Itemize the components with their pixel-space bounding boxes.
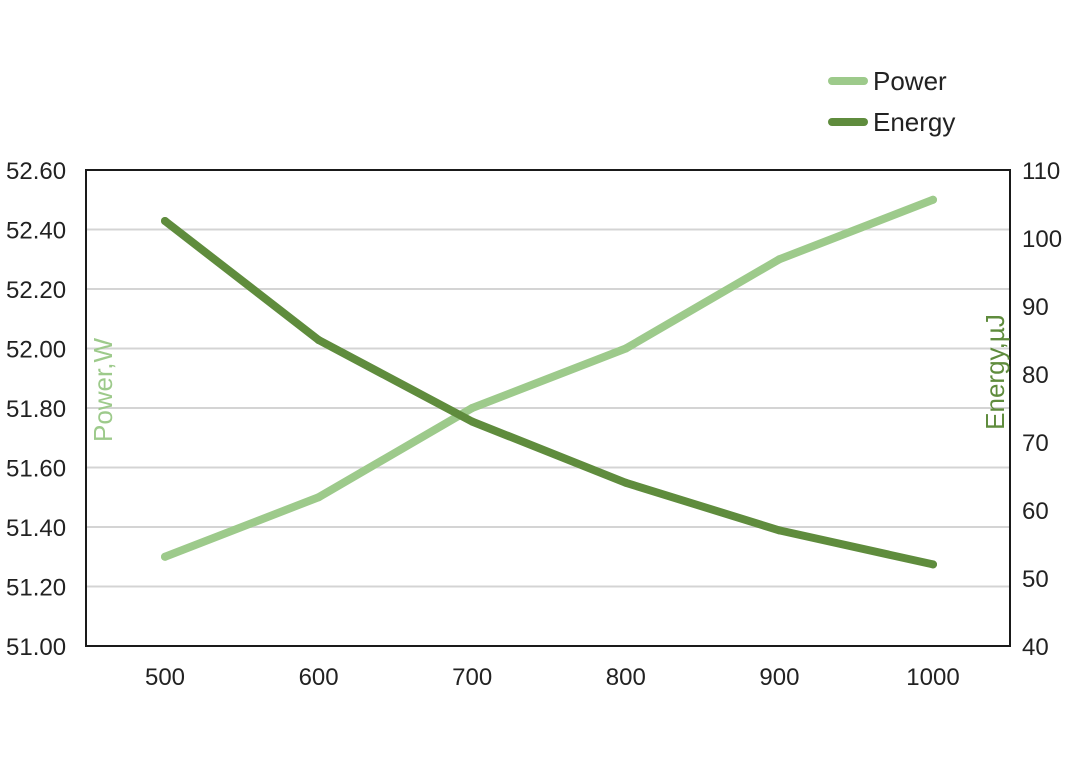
right-axis-title: Energy,µJ (980, 314, 1010, 430)
right-tick-label: 70 (1022, 430, 1049, 457)
legend-energy-label: Energy (873, 107, 955, 137)
data-point-energy (621, 478, 630, 487)
plot-frame (85, 169, 1011, 647)
x-tick-label: 1000 (906, 664, 959, 691)
x-axis-tick-labels: 500 600 700 800 900 1000 (145, 664, 960, 691)
data-point-energy (929, 560, 937, 569)
data-point-energy (468, 417, 477, 426)
right-axis-tick-labels: 40 50 60 70 80 90 100 110 (1022, 158, 1062, 661)
x-tick-label: 700 (452, 664, 492, 691)
data-point-power (314, 493, 323, 502)
left-tick-label: 51.00 (6, 634, 66, 661)
legend-power-label: Power (873, 66, 947, 96)
data-point-power (929, 195, 937, 204)
right-tick-label: 100 (1022, 226, 1062, 253)
right-tick-label: 110 (1022, 158, 1060, 185)
series-line-power (161, 195, 937, 561)
left-axis-title: Power,W (88, 338, 118, 442)
left-tick-label: 52.00 (6, 337, 66, 364)
right-tick-label: 60 (1022, 498, 1049, 525)
right-tick-label: 80 (1022, 362, 1049, 389)
right-tick-label: 50 (1022, 566, 1049, 593)
data-point-power (621, 344, 630, 353)
right-tick-label: 90 (1022, 294, 1049, 321)
left-tick-label: 52.20 (6, 277, 66, 304)
data-point-power (775, 255, 784, 264)
left-tick-label: 51.20 (6, 575, 66, 602)
x-tick-label: 600 (299, 664, 339, 691)
left-tick-label: 51.60 (6, 456, 66, 483)
x-tick-label: 800 (606, 664, 646, 691)
right-tick-label: 40 (1022, 634, 1049, 661)
series-line-energy (161, 217, 937, 569)
left-tick-label: 51.40 (6, 515, 66, 542)
x-tick-label: 900 (759, 664, 799, 691)
series-lines (161, 195, 937, 569)
data-point-power (468, 404, 477, 412)
x-tick-label: 500 (145, 664, 185, 691)
left-axis-tick-labels: 51.00 51.20 51.40 51.60 51.80 52.00 52.20 52.40… (6, 158, 66, 661)
left-tick-label: 52.40 (6, 218, 66, 245)
legend: Power Energy (828, 66, 955, 137)
left-tick-label: 51.80 (6, 396, 66, 423)
data-point-energy (161, 217, 169, 225)
left-tick-label: 52.60 (6, 158, 66, 185)
data-point-power (161, 552, 169, 561)
data-point-energy (314, 336, 323, 344)
data-point-energy (775, 526, 784, 535)
